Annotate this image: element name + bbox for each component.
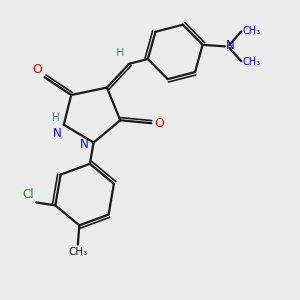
Text: CH₃: CH₃: [243, 26, 261, 36]
Text: N: N: [53, 127, 62, 140]
Text: H: H: [116, 49, 124, 58]
Text: O: O: [32, 63, 42, 76]
Text: H: H: [52, 113, 60, 123]
Text: N: N: [80, 138, 89, 151]
Text: Cl: Cl: [22, 188, 34, 201]
Text: CH₃: CH₃: [68, 247, 88, 257]
Text: O: O: [154, 117, 164, 130]
Text: CH₃: CH₃: [243, 57, 261, 67]
Text: N: N: [226, 39, 234, 52]
